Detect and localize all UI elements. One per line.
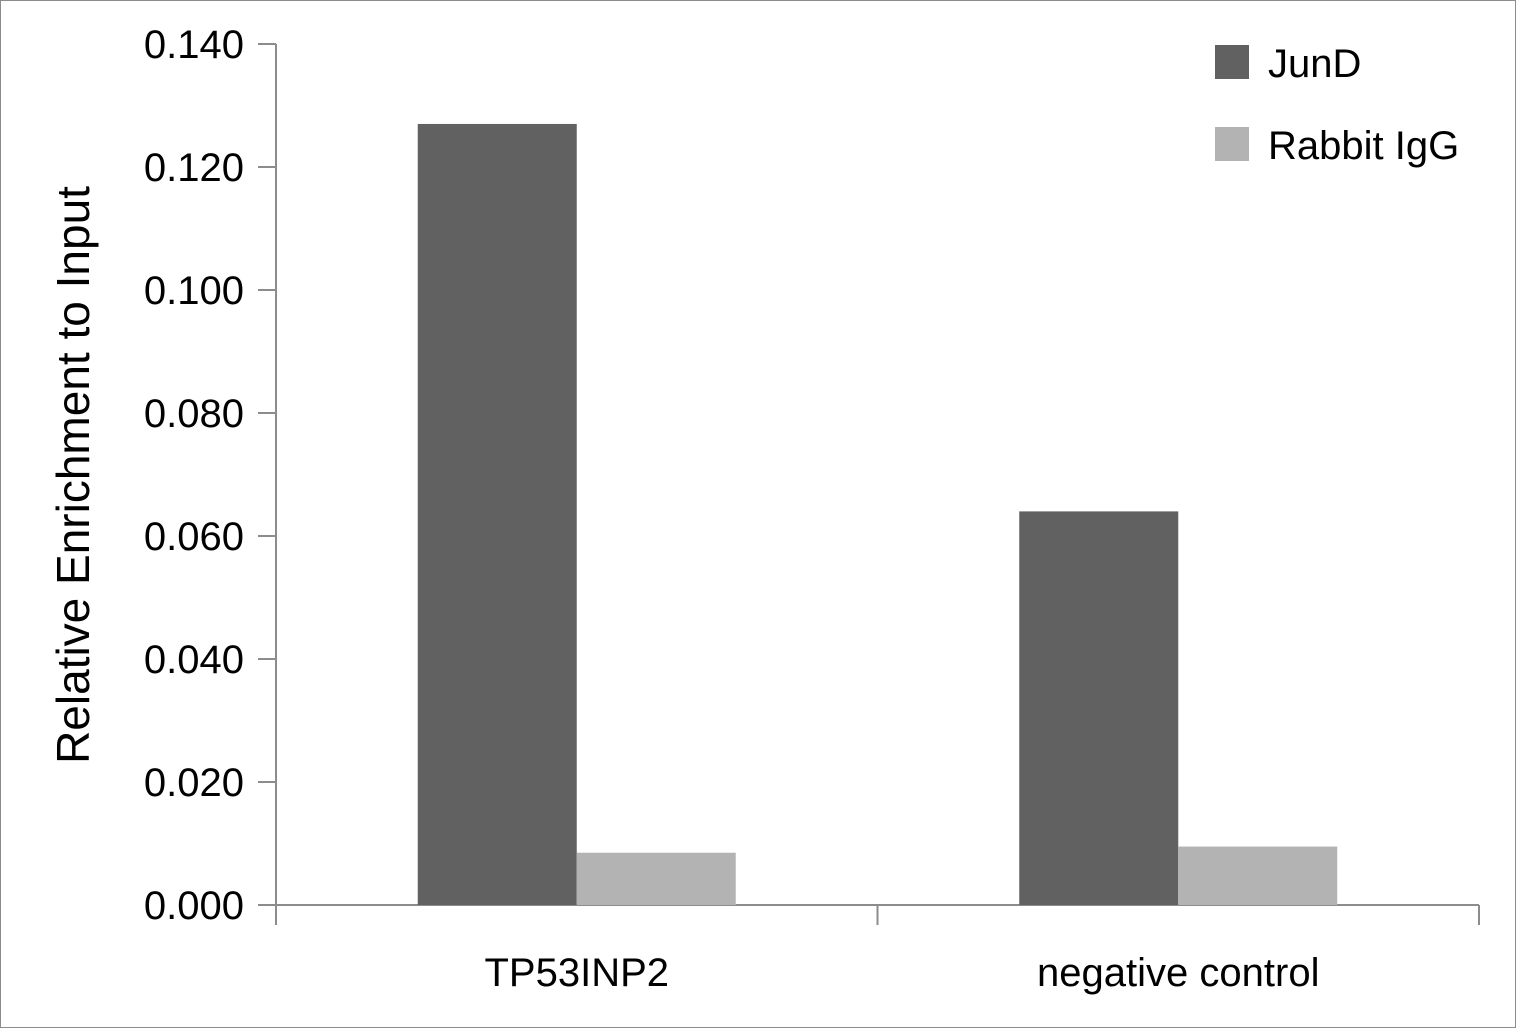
legend-label: JunD [1268, 42, 1361, 86]
bars [417, 123, 1338, 905]
legend-swatch [1215, 127, 1249, 161]
legend-swatch [1215, 45, 1249, 79]
bar-rabbit-igg [576, 852, 736, 905]
x-axis: TP53INP2 negative control [275, 904, 1480, 995]
legend-label: Rabbit IgG [1268, 124, 1459, 168]
y-tick-label: 0.120 [144, 146, 244, 190]
y-tick-label: 0.060 [144, 515, 244, 559]
x-category-label: TP53INP2 [484, 951, 669, 995]
y-tick-label: 0.020 [144, 761, 244, 805]
y-axis-title: Relative Enrichment to Input [47, 186, 99, 764]
y-tick-label: 0.140 [144, 23, 244, 67]
y-axis: 0.000 0.020 0.040 0.060 0.080 0.100 0.120 0.140 [144, 23, 277, 928]
bar-jund [1019, 511, 1179, 905]
y-tick-label: 0.040 [144, 638, 244, 682]
y-tick-label: 0.100 [144, 269, 244, 313]
bar-jund [417, 123, 577, 905]
bar-rabbit-igg [1178, 846, 1338, 905]
y-tick-label: 0.000 [144, 884, 244, 928]
legend: JunD Rabbit IgG [1215, 42, 1459, 168]
x-category-label: negative control [1037, 951, 1319, 995]
y-tick-label: 0.080 [144, 392, 244, 436]
